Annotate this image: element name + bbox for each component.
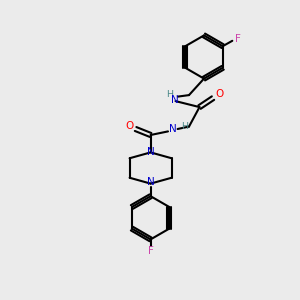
Text: N: N	[171, 94, 179, 105]
Text: F: F	[148, 246, 154, 256]
Text: F: F	[236, 34, 241, 44]
Text: O: O	[215, 89, 223, 100]
Text: N: N	[169, 124, 176, 134]
Text: N: N	[147, 147, 154, 158]
Text: N: N	[147, 177, 154, 187]
Text: O: O	[125, 121, 134, 131]
Text: H: H	[167, 90, 174, 99]
Text: H: H	[181, 122, 188, 131]
